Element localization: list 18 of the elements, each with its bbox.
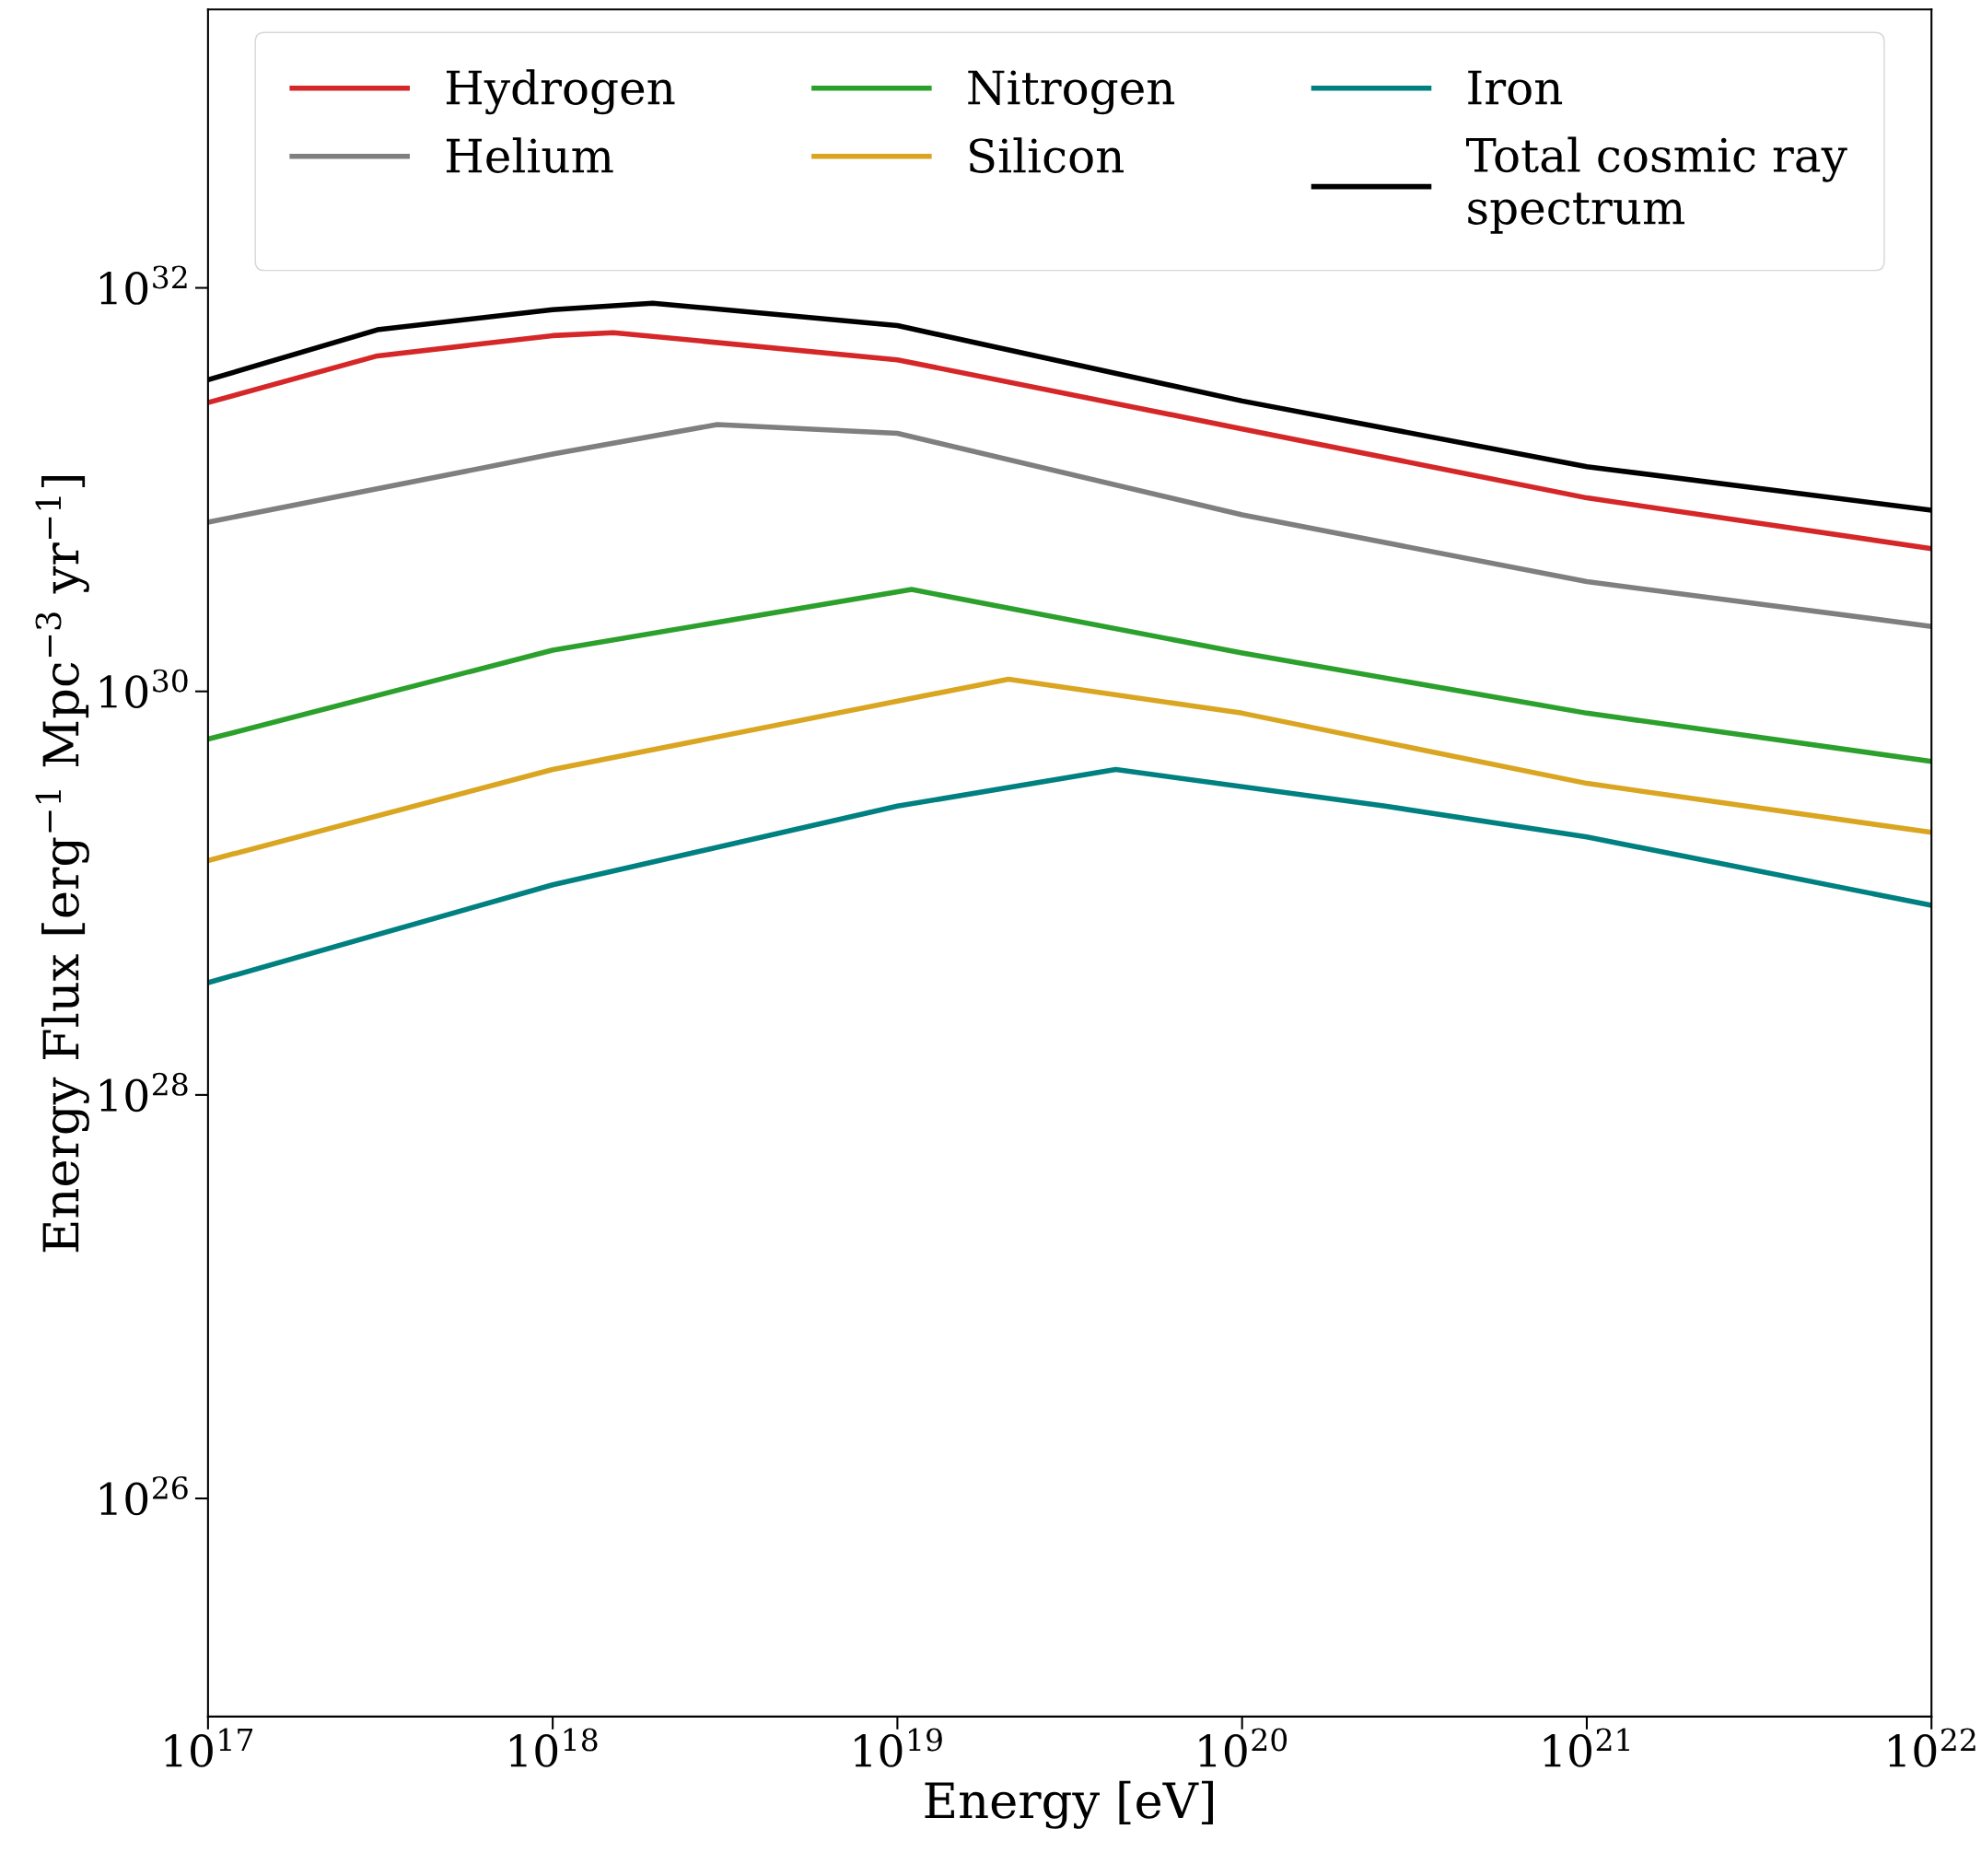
- x-tick-label: 10$^{20}$: [1199, 1728, 1288, 1767]
- x-tick-label: 10$^{17}$: [165, 1728, 253, 1767]
- legend-label: Hydrogen: [446, 69, 675, 115]
- legend-label: Total cosmic ray spectrum: [1465, 136, 1847, 234]
- legend-label: Helium: [446, 137, 613, 173]
- legend-label: Silicon: [970, 137, 1124, 173]
- x-tick-label: 10$^{22}$: [1889, 1728, 1975, 1767]
- legend-label: Iron: [1468, 70, 1563, 105]
- x-tick-label: 10$^{19}$: [855, 1728, 942, 1767]
- y-axis-title: Energy Flux [erg$^{−1}$ Mpc$^{−3}$ yr$^{−1}$]: [35, 475, 89, 1253]
- x-tick-label: 10$^{18}$: [509, 1728, 598, 1767]
- y-tick-label: 10$^{32}$: [99, 265, 187, 305]
- legend-label: Nitrogen: [968, 70, 1175, 115]
- y-tick-label: 10$^{28}$: [99, 1072, 188, 1113]
- y-tick-label: 10$^{26}$: [99, 1475, 188, 1516]
- x-tick-label: 10$^{21}$: [1544, 1728, 1629, 1767]
- x-axis-title: Energy [eV]: [925, 1780, 1213, 1829]
- y-tick-label: 10$^{30}$: [99, 669, 188, 708]
